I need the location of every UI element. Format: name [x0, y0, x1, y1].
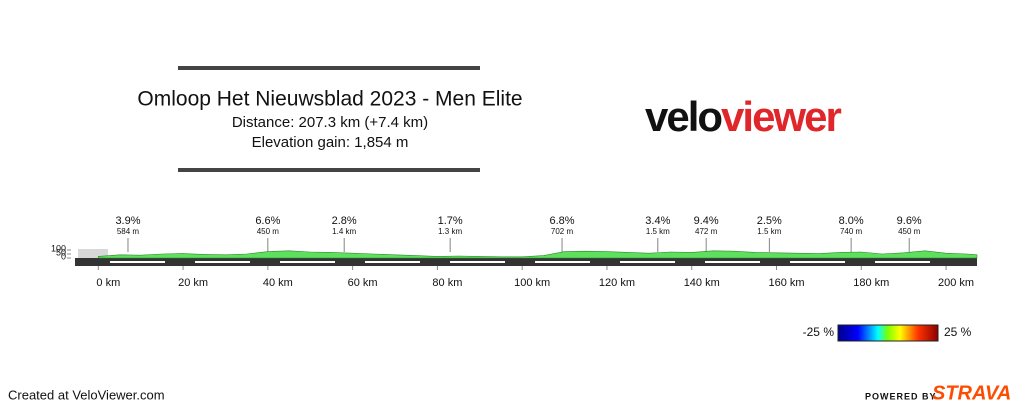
climb-grade: 1.7%	[438, 215, 463, 227]
x-tick-label: 200 km	[938, 277, 974, 289]
x-tick-label: 80 km	[432, 277, 462, 289]
climb-grade: 3.9%	[115, 215, 140, 227]
climb-length: 472 m	[695, 227, 718, 236]
climb-grade: 2.8%	[332, 215, 357, 227]
climb-grade: 3.4%	[645, 215, 670, 227]
climb-grade: 6.8%	[549, 215, 574, 227]
logo-part: viewer	[721, 93, 841, 140]
climb-length: 740 m	[840, 227, 863, 236]
logo-part: velo	[645, 93, 722, 140]
x-tick-label: 0 km	[96, 277, 120, 289]
climb-grade: 9.4%	[694, 215, 719, 227]
credit: Created at VeloViewer.com	[8, 387, 165, 402]
elevation	[98, 250, 978, 259]
climb-length: 702 m	[551, 227, 574, 236]
climb-length: 450 m	[257, 227, 280, 236]
logo: veloviewer	[645, 93, 841, 140]
climb-length: 584 m	[117, 227, 140, 236]
baseline	[75, 258, 977, 266]
x-tick-label: 180 km	[853, 277, 889, 289]
y-tick-label: 100	[51, 243, 66, 253]
title: Omloop Het Nieuwsblad 2023 - Men Elite	[137, 88, 522, 111]
x-tick-label: 120 km	[599, 277, 635, 289]
climb-grade: 6.6%	[255, 215, 280, 227]
x-tick-label: 40 km	[263, 277, 293, 289]
x-tick-label: 140 km	[684, 277, 720, 289]
scale-label: -25 %	[803, 325, 835, 339]
climb-length: 1.3 km	[438, 227, 462, 236]
climb-grade: 9.6%	[897, 215, 922, 227]
climb-length: 1.4 km	[332, 227, 356, 236]
scale-label: 25 %	[944, 325, 972, 339]
climb-grade: 2.5%	[757, 215, 782, 227]
y-tick-label: 0	[61, 251, 66, 261]
climb-length: 450 m	[898, 227, 921, 236]
x-tick-label: 20 km	[178, 277, 208, 289]
x-tick-label: 100 km	[514, 277, 550, 289]
climb-length: 1.5 km	[757, 227, 781, 236]
x-tick-label: 60 km	[348, 277, 378, 289]
neutral-zone	[78, 249, 108, 258]
x-tick-label: 160 km	[768, 277, 804, 289]
subtitle: Elevation gain: 1,854 m	[252, 134, 409, 151]
strava: STRAVA	[932, 382, 1011, 404]
y-tick-label: 50	[56, 247, 66, 257]
subtitle: Distance: 207.3 km (+7.4 km)	[232, 114, 428, 131]
gradient-legend	[837, 324, 939, 342]
powered: POWERED BY	[865, 391, 937, 401]
climb-grade: 8.0%	[839, 215, 864, 227]
climb-length: 1.5 km	[646, 227, 670, 236]
